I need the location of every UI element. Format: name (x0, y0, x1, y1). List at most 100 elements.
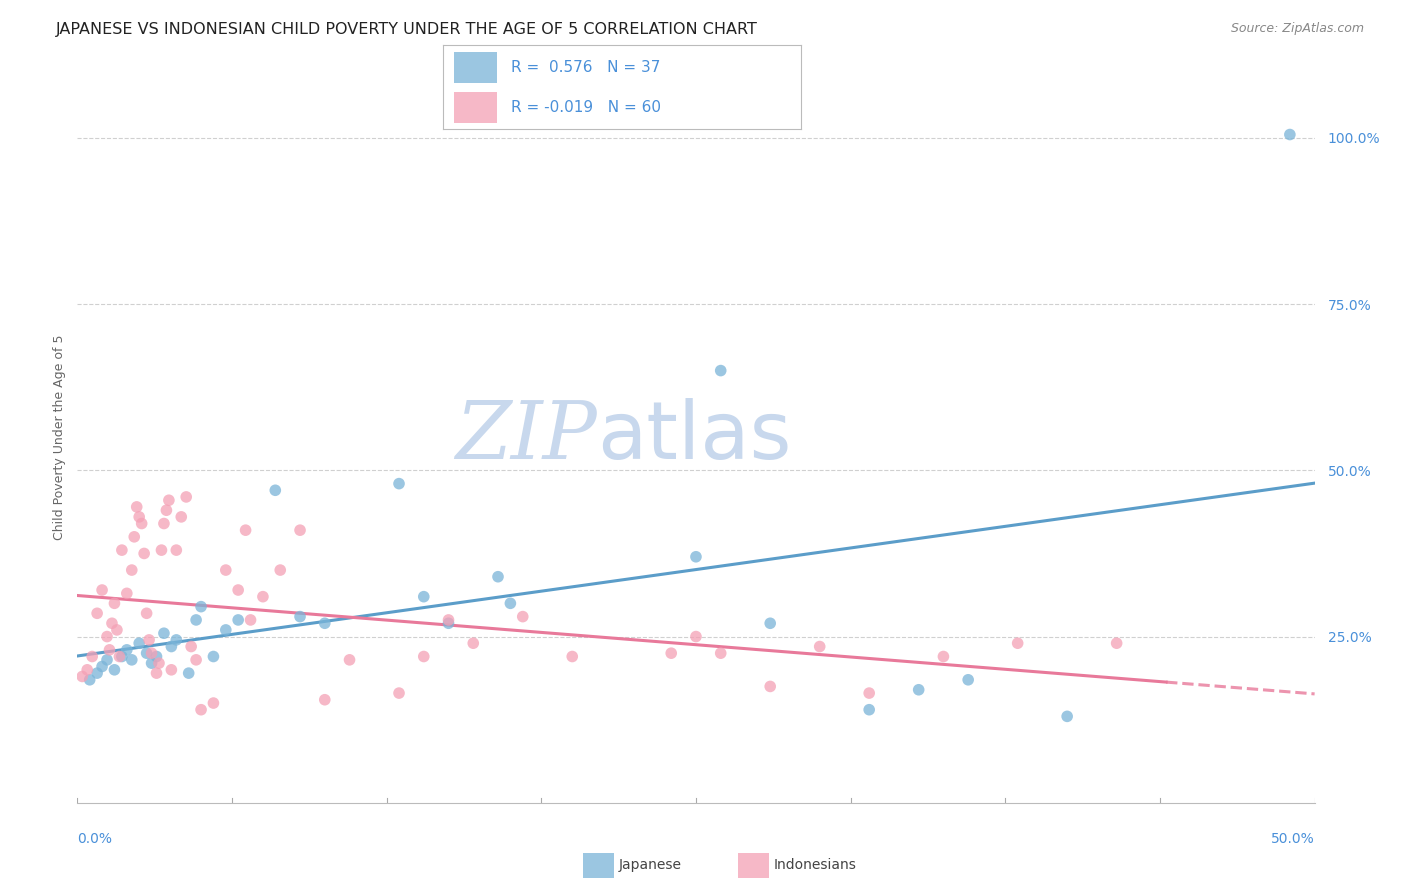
Point (125, 500, 148, 514)
Point (86, 607, 108, 621)
Point (96, 630, 118, 644)
Text: ZIP: ZIP (456, 399, 598, 475)
Point (858, 686, 880, 700)
Point (685, 630, 707, 644)
Point (710, 646, 733, 660)
Point (202, 696, 225, 710)
Point (499, 596, 522, 610)
Point (957, 673, 980, 687)
Point (131, 516, 153, 531)
Point (76, 663, 98, 677)
Point (759, 616, 782, 631)
Point (135, 646, 157, 660)
Point (858, 703, 880, 717)
Point (98, 643, 121, 657)
Point (190, 599, 212, 614)
Point (138, 632, 160, 647)
Point (710, 363, 733, 377)
Point (170, 509, 193, 524)
Point (1056, 709, 1078, 723)
Point (128, 636, 150, 650)
Point (235, 523, 257, 537)
Point (907, 682, 929, 697)
Point (153, 626, 176, 640)
Point (121, 563, 143, 577)
Y-axis label: Child Poverty Under the Age of 5: Child Poverty Under the Age of 5 (53, 334, 66, 540)
Point (150, 543, 173, 558)
Point (165, 543, 187, 558)
Point (202, 649, 225, 664)
Point (437, 613, 460, 627)
Point (96, 653, 118, 667)
Point (1278, 128, 1301, 142)
Point (141, 646, 163, 660)
Point (239, 613, 262, 627)
Text: R =  0.576   N = 37: R = 0.576 N = 37 (510, 60, 661, 75)
Point (145, 649, 167, 664)
Point (121, 653, 143, 667)
Point (412, 649, 434, 664)
Point (115, 586, 138, 600)
Point (103, 596, 125, 610)
Point (190, 703, 212, 717)
Point (463, 636, 485, 650)
Point (184, 653, 207, 667)
Point (226, 582, 249, 597)
Point (180, 640, 202, 654)
Point (264, 483, 287, 498)
Text: atlas: atlas (598, 398, 792, 476)
Text: Indonesians: Indonesians (773, 858, 856, 872)
Point (105, 623, 128, 637)
Point (103, 663, 125, 677)
Point (122, 530, 145, 544)
Point (153, 516, 176, 531)
Point (759, 680, 782, 694)
Point (72, 669, 94, 683)
Point (512, 609, 534, 624)
Point (148, 656, 170, 670)
Point (157, 493, 180, 508)
Point (165, 632, 187, 647)
Bar (454, 53, 496, 83)
Point (226, 613, 249, 627)
Text: R = -0.019   N = 60: R = -0.019 N = 60 (510, 100, 661, 115)
Point (111, 649, 134, 664)
Point (288, 523, 311, 537)
Point (252, 590, 274, 604)
Point (134, 546, 156, 560)
Text: 50.0%: 50.0% (1271, 832, 1315, 846)
Point (437, 616, 460, 631)
Point (685, 549, 707, 564)
Point (339, 653, 361, 667)
Point (561, 649, 583, 664)
Point (1007, 636, 1029, 650)
Text: Source: ZipAtlas.com: Source: ZipAtlas.com (1230, 22, 1364, 36)
Point (388, 686, 411, 700)
Point (288, 609, 311, 624)
Point (101, 616, 124, 631)
Point (135, 607, 157, 621)
Point (269, 563, 291, 577)
Point (82, 649, 104, 664)
Point (79, 673, 101, 687)
Point (160, 663, 183, 677)
Point (808, 640, 831, 654)
Point (1105, 636, 1128, 650)
Point (155, 503, 177, 517)
Point (128, 509, 150, 524)
Text: JAPANESE VS INDONESIAN CHILD POVERTY UNDER THE AGE OF 5 CORRELATION CHART: JAPANESE VS INDONESIAN CHILD POVERTY UND… (56, 22, 758, 37)
Point (184, 613, 207, 627)
Point (486, 570, 509, 584)
Point (314, 692, 336, 706)
Point (314, 616, 336, 631)
Point (91, 659, 114, 673)
Text: Japanese: Japanese (619, 858, 682, 872)
Point (659, 646, 682, 660)
Point (412, 590, 434, 604)
Point (108, 649, 131, 664)
Bar (454, 92, 496, 122)
Point (215, 623, 238, 637)
Point (160, 640, 183, 654)
Text: 0.0%: 0.0% (77, 832, 112, 846)
Point (388, 476, 411, 491)
